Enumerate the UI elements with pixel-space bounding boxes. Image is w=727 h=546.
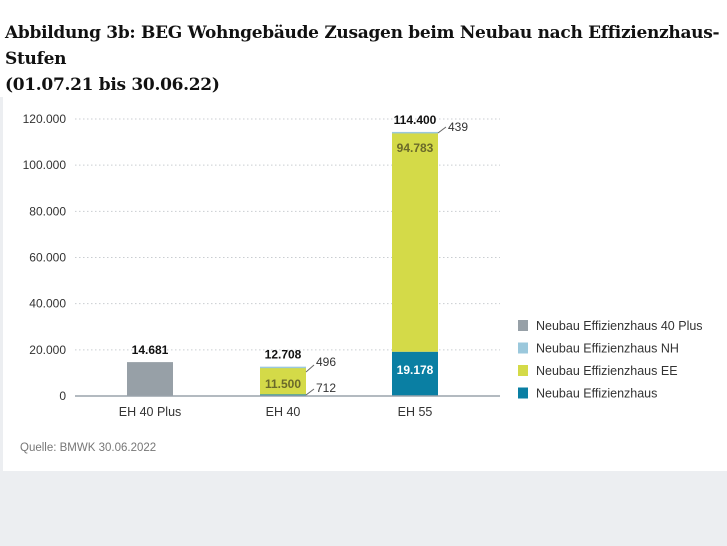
data-label: 496 bbox=[316, 355, 336, 369]
legend-label: Neubau Effizienzhaus NH bbox=[536, 342, 679, 356]
legend-swatch bbox=[518, 365, 528, 376]
data-label: 712 bbox=[316, 381, 336, 395]
y-tick-label: 120.000 bbox=[23, 112, 67, 126]
total-label: 12.708 bbox=[265, 348, 302, 362]
bar-segment bbox=[260, 366, 306, 369]
category-label: EH 40 bbox=[266, 405, 301, 419]
data-label: 439 bbox=[448, 120, 468, 134]
legend-label: Neubau Effizienzhaus EE bbox=[536, 364, 678, 378]
leader-line bbox=[437, 126, 447, 134]
total-label: 14.681 bbox=[132, 343, 169, 357]
bar-segment bbox=[260, 367, 306, 395]
data-label: 11.500 bbox=[265, 377, 301, 391]
total-label: 114.400 bbox=[394, 113, 437, 127]
y-tick-label: 100.000 bbox=[23, 158, 67, 172]
bar-segment bbox=[392, 131, 438, 134]
bar-segment bbox=[392, 132, 438, 352]
leader-line bbox=[305, 388, 315, 396]
header: Abbildung 3b: BEG Wohngebäude Zusagen be… bbox=[0, 0, 727, 97]
data-label: 19.178 bbox=[397, 363, 434, 377]
title-line-1: Abbildung 3b: BEG Wohngebäude Zusagen be… bbox=[5, 23, 720, 69]
chart-panel bbox=[3, 97, 727, 471]
leader-line bbox=[305, 364, 315, 373]
bar-segment bbox=[127, 362, 173, 396]
category-label: EH 40 Plus bbox=[119, 405, 182, 419]
y-tick-label: 20.000 bbox=[29, 343, 66, 357]
title-line-2: (01.07.21 bis 30.06.22) bbox=[5, 75, 220, 95]
legend-swatch bbox=[518, 342, 528, 354]
y-tick-label: 80.000 bbox=[29, 204, 66, 218]
bar-segment bbox=[392, 351, 438, 396]
figure-title: Abbildung 3b: BEG Wohngebäude Zusagen be… bbox=[5, 20, 727, 98]
legend-swatch bbox=[518, 320, 528, 331]
y-tick-label: 60.000 bbox=[29, 251, 66, 265]
source-note: Quelle: BMWK 30.06.2022 bbox=[20, 442, 157, 454]
y-tick-label: 40.000 bbox=[29, 297, 66, 311]
y-tick-label: 0 bbox=[59, 389, 66, 403]
bar-segment bbox=[260, 394, 306, 396]
legend-swatch bbox=[518, 387, 528, 399]
legend-label: Neubau Effizienzhaus bbox=[536, 387, 657, 401]
legend-label: Neubau Effizienzhaus 40 Plus bbox=[536, 319, 703, 333]
data-label: 94.783 bbox=[397, 141, 434, 155]
category-label: EH 55 bbox=[398, 405, 433, 419]
